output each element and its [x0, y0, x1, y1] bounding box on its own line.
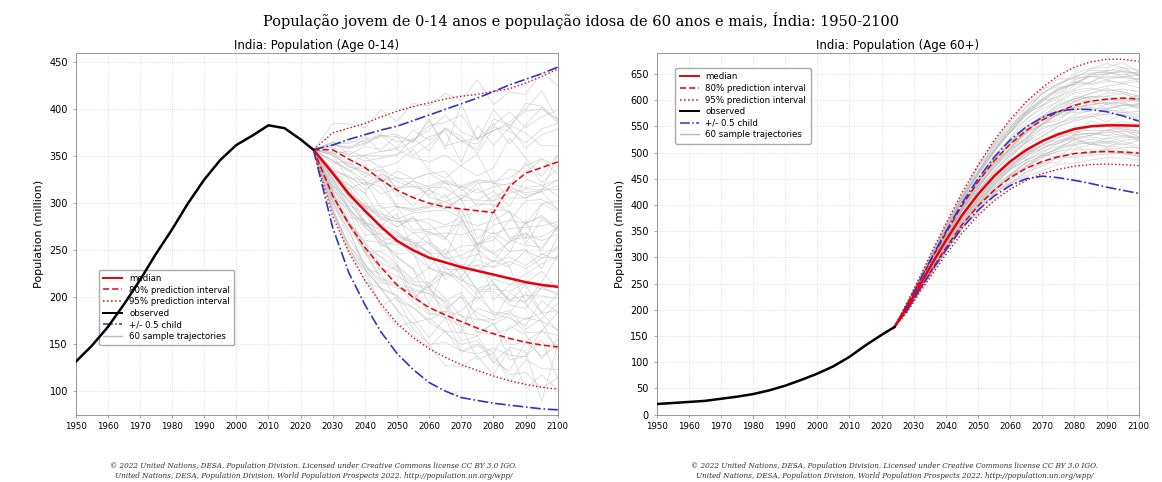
- Text: © 2022 United Nations, DESA, Population Division. Licensed under Creative Common: © 2022 United Nations, DESA, Population …: [691, 462, 1098, 470]
- Text: População jovem de 0-14 anos e população idosa de 60 anos e mais, Índia: 1950-21: População jovem de 0-14 anos e população…: [263, 12, 899, 29]
- Y-axis label: Population (million): Population (million): [615, 180, 625, 288]
- Text: United Nations, DESA, Population Division. World Population Prospects 2022. http: United Nations, DESA, Population Divisio…: [696, 471, 1093, 480]
- Title: India: Population (Age 0-14): India: Population (Age 0-14): [234, 39, 400, 52]
- Text: © 2022 United Nations, DESA, Population Division. Licensed under Creative Common: © 2022 United Nations, DESA, Population …: [110, 462, 517, 470]
- Title: India: Population (Age 60+): India: Population (Age 60+): [816, 39, 980, 52]
- Legend: median, 80% prediction interval, 95% prediction interval, observed, +/- 0.5 chil: median, 80% prediction interval, 95% pre…: [99, 269, 235, 345]
- Y-axis label: Population (million): Population (million): [34, 180, 44, 288]
- Text: United Nations, DESA, Population Division. World Population Prospects 2022. http: United Nations, DESA, Population Divisio…: [115, 471, 512, 480]
- Legend: median, 80% prediction interval, 95% prediction interval, observed, +/- 0.5 chil: median, 80% prediction interval, 95% pre…: [675, 68, 811, 144]
